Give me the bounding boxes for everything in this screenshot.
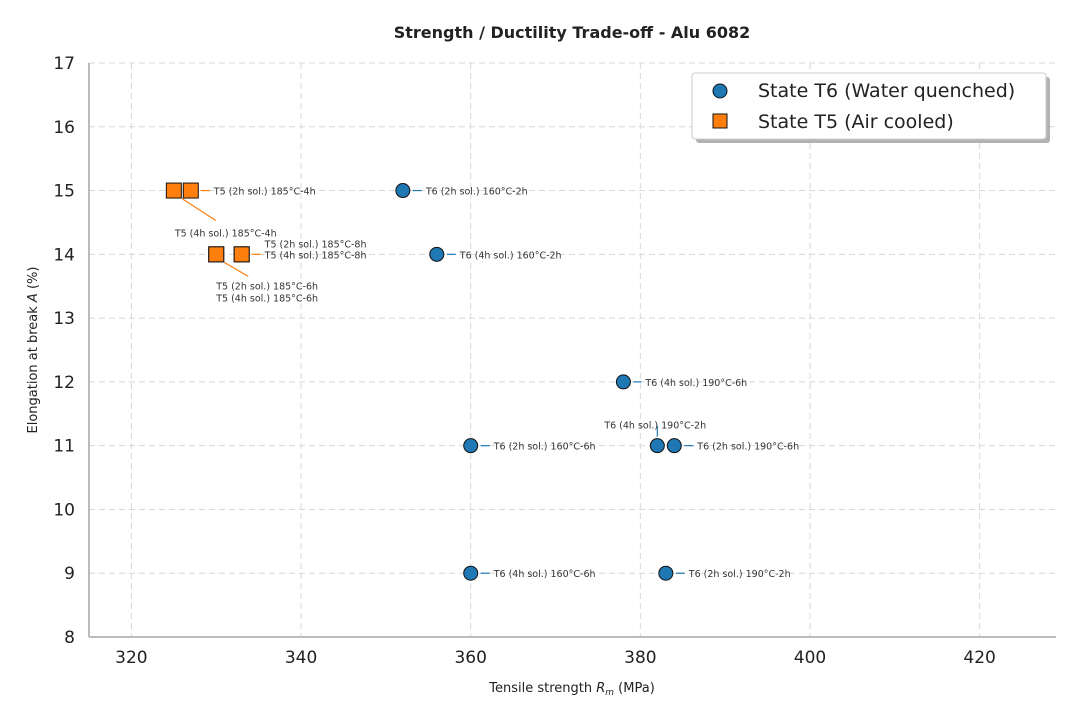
- legend: State T6 (Water quenched) State T5 (Air …: [691, 72, 1050, 143]
- point-annotation: T5 (4h sol.) 185°C-8h: [264, 250, 367, 261]
- legend-marker-t5: [712, 113, 728, 129]
- point-annotation: T6 (2h sol.) 160°C-6h: [493, 442, 596, 453]
- chart-title: Strength / Ductility Trade-off - Alu 608…: [394, 23, 751, 42]
- data-point-t6: [649, 438, 665, 454]
- legend-marker-t6: [712, 83, 728, 99]
- x-tick-label: 380: [624, 648, 656, 668]
- data-point-t6: [615, 374, 631, 390]
- annotations: T6 (2h sol.) 160°C-2h T6 (4h sol.) 160°C-…: [174, 187, 799, 581]
- annotation-arrow: [181, 198, 217, 222]
- data-point-t5: [233, 246, 250, 263]
- point-annotation: T6 (2h sol.) 190°C-2h: [688, 569, 791, 580]
- point-annotation: T5 (4h sol.) 185°C-6h: [215, 293, 318, 304]
- point-annotation: T6 (4h sol.) 190°C-2h: [603, 421, 706, 432]
- x-tick-label: 400: [794, 648, 826, 668]
- y-tick-label: 13: [53, 309, 75, 329]
- data-point-t5: [182, 182, 199, 199]
- data-point-t5: [208, 246, 225, 263]
- x-tick-label: 320: [115, 648, 147, 668]
- data-point-t6: [429, 246, 445, 262]
- x-axis-label: Tensile strength Rm (MPa): [488, 681, 655, 698]
- y-tick-label: 8: [64, 628, 75, 648]
- x-tick-label: 360: [454, 648, 486, 668]
- point-annotation: T6 (4h sol.) 190°C-6h: [644, 378, 747, 389]
- point-annotation: T5 (2h sol.) 185°C-4h: [213, 187, 316, 198]
- data-point-t6: [658, 565, 674, 581]
- grid: [89, 62, 1056, 637]
- x-tick-label: 420: [963, 648, 995, 668]
- y-tick-label: 16: [53, 118, 75, 138]
- legend-label-t6: State T6 (Water quenched): [758, 80, 1015, 102]
- point-annotation: T6 (4h sol.) 160°C-6h: [493, 569, 596, 580]
- y-tick-label: 9: [64, 564, 75, 584]
- data-point-t6: [395, 183, 411, 199]
- point-annotation: T5 (2h sol.) 185°C-6h: [215, 281, 318, 292]
- data-point-t6: [463, 438, 479, 454]
- x-tick-label: 340: [285, 648, 317, 668]
- annotation-arrow: [223, 261, 249, 277]
- point-annotation: T6 (2h sol.) 190°C-6h: [696, 442, 799, 453]
- point-annotation: T5 (2h sol.) 185°C-8h: [264, 239, 367, 250]
- tick-labels: 320 340 360 380 400 420 8 9 10 11 12 13 14 15 16 17: [53, 54, 996, 668]
- legend-label-t5: State T5 (Air cooled): [758, 111, 954, 133]
- y-tick-label: 15: [53, 182, 75, 202]
- point-annotation: T6 (2h sol.) 160°C-2h: [425, 187, 528, 198]
- y-tick-label: 17: [53, 54, 75, 74]
- data-point-t6: [666, 438, 682, 454]
- data-point-t6: [463, 565, 479, 581]
- axes: [88, 63, 1056, 638]
- point-annotation: T6 (4h sol.) 160°C-2h: [459, 250, 562, 261]
- data-points: [165, 182, 682, 581]
- data-point-t5: [165, 182, 182, 199]
- y-tick-label: 14: [53, 245, 75, 265]
- y-tick-label: 12: [53, 373, 75, 393]
- y-tick-label: 11: [53, 437, 75, 457]
- point-annotation: T5 (4h sol.) 185°C-4h: [174, 229, 277, 240]
- y-tick-label: 10: [53, 500, 75, 520]
- y-axis-label: Elongation at break A (%): [26, 267, 41, 434]
